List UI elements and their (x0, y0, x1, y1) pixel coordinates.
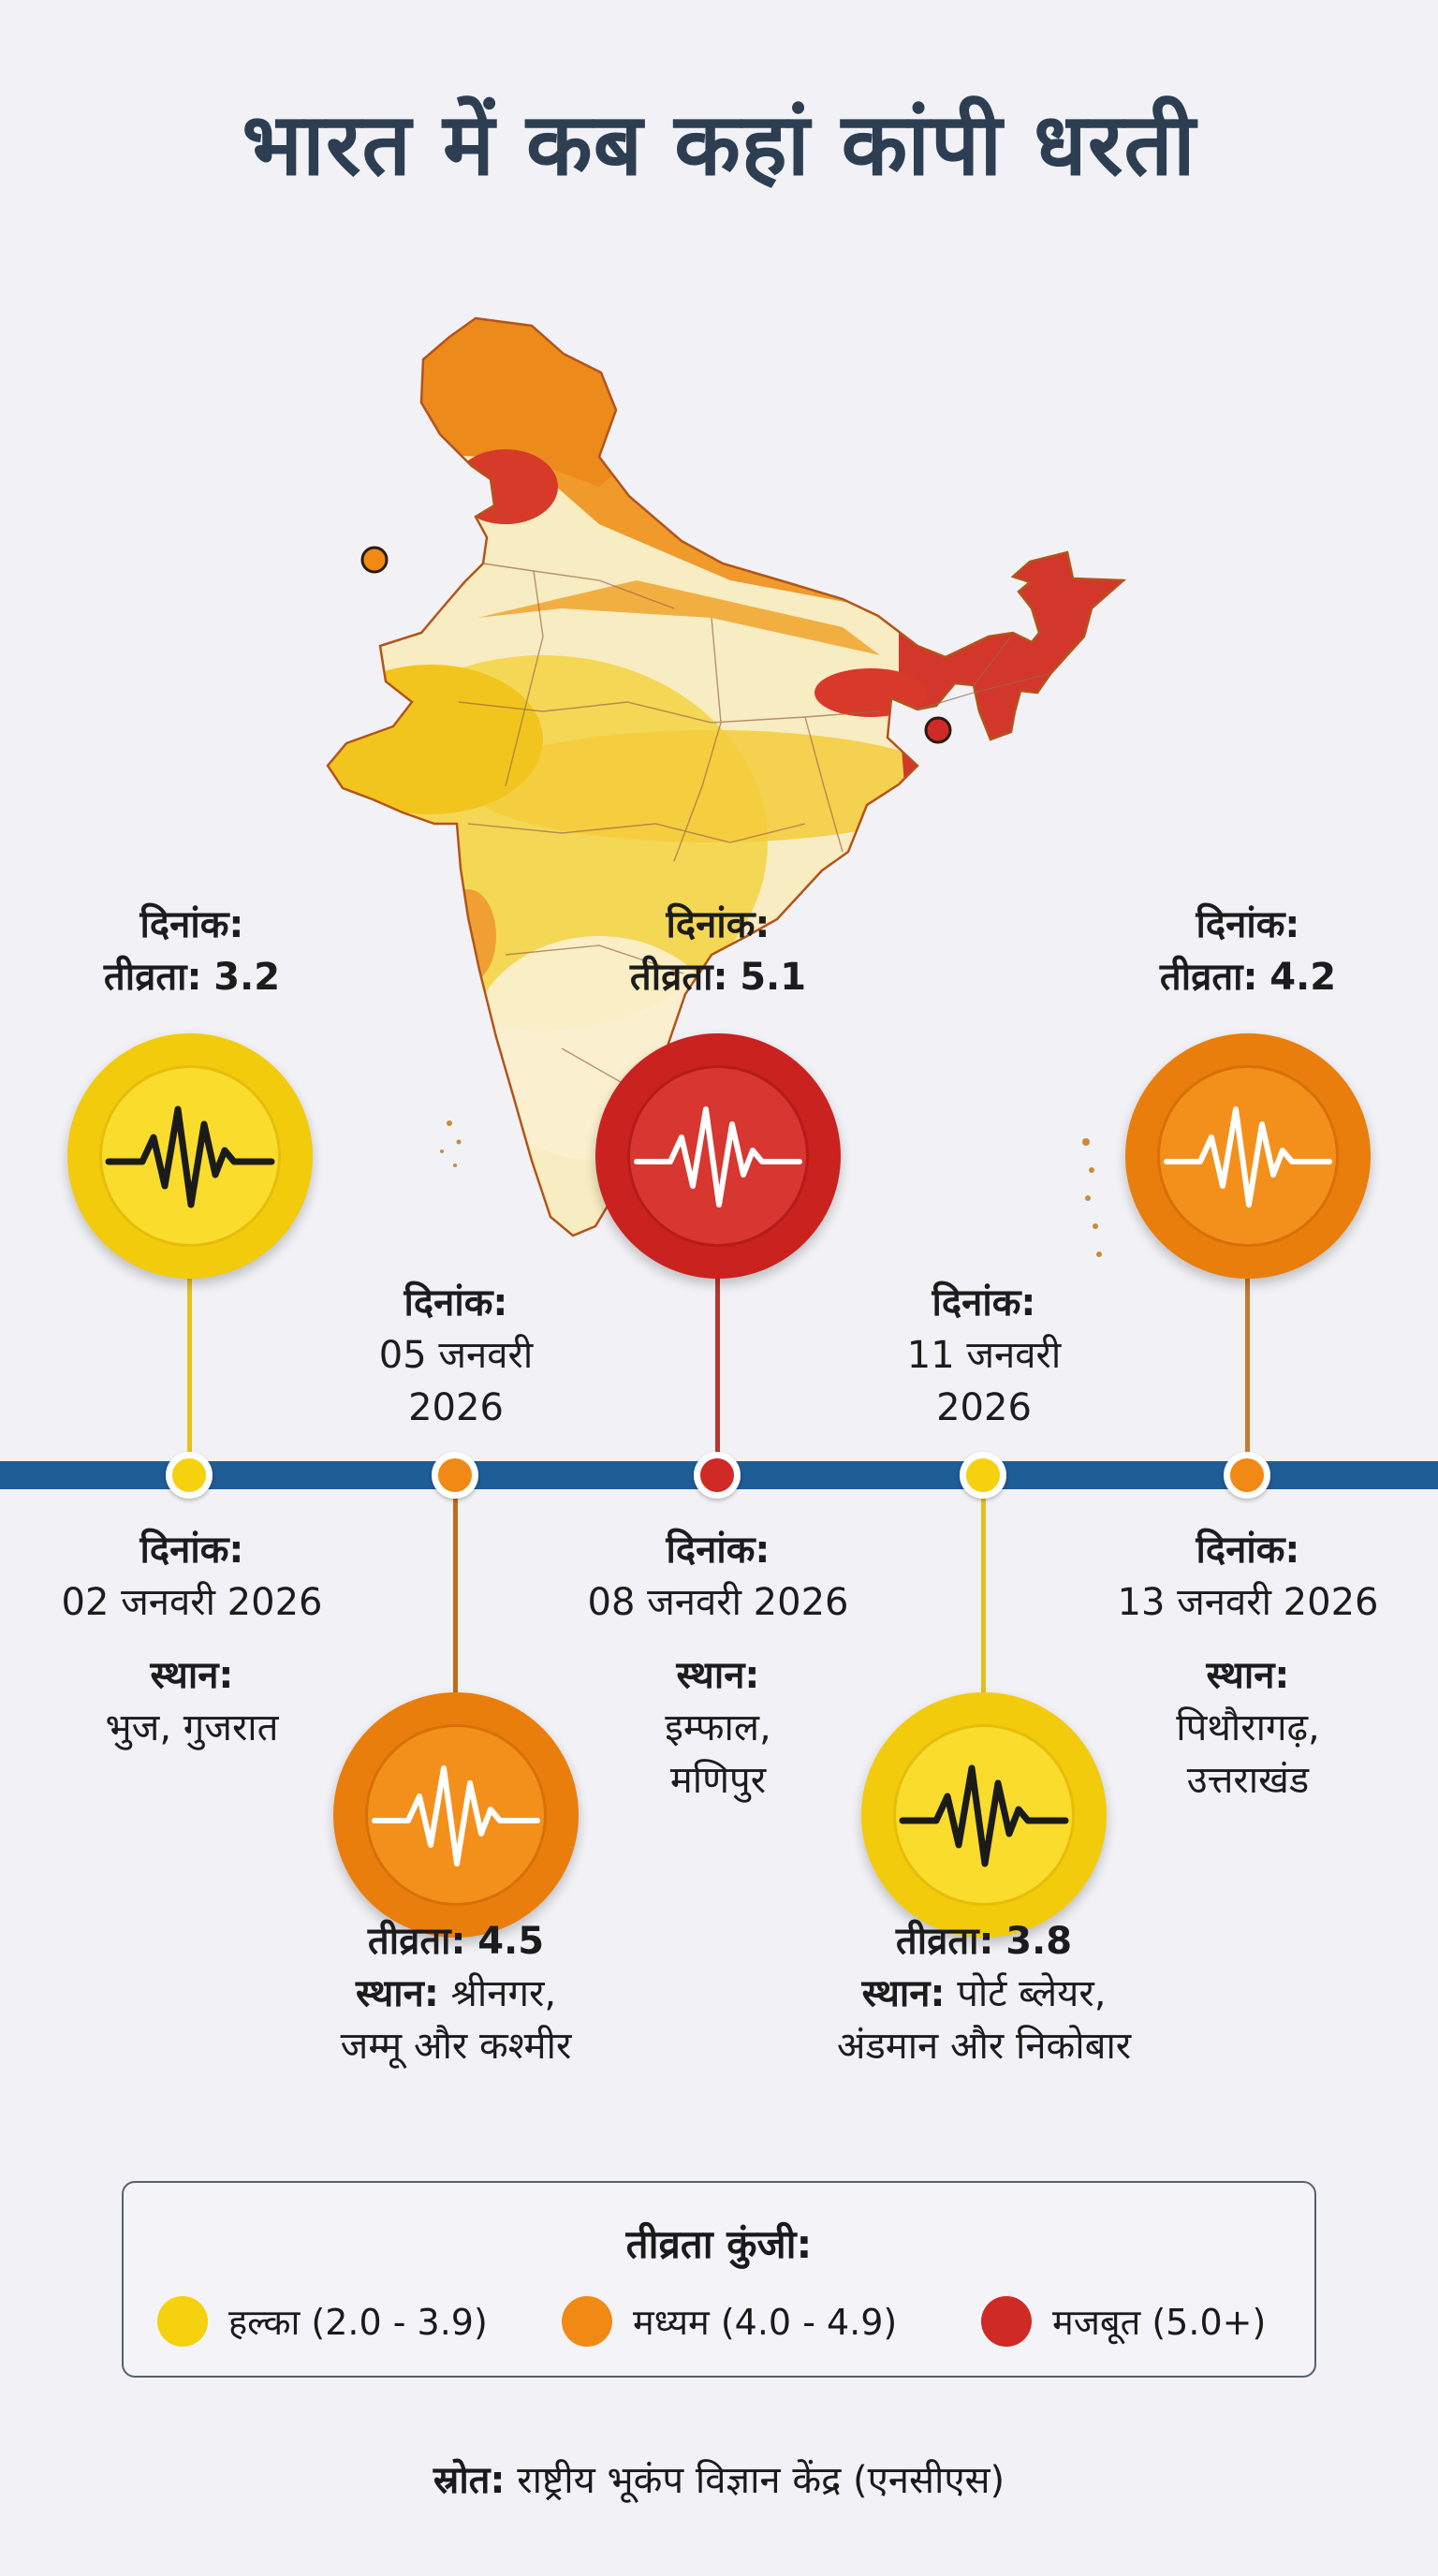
location-value: इम्फाल, (665, 1706, 771, 1749)
stem-event-2 (453, 1498, 458, 1694)
date-label: दिनांक: (666, 903, 770, 946)
legend-label-light: हल्का (2.0 - 3.9) (228, 2302, 488, 2343)
source-label: स्रोत: (433, 2459, 506, 2502)
legend-swatch-light (157, 2296, 208, 2347)
event-1-details: दिनांक: 02 जनवरी 2026 स्थान: भुज, गुजरात (9, 1524, 374, 1754)
magnitude-medal-event-4 (861, 1692, 1107, 1938)
legend-item-medium: मध्यम (4.0 - 4.9) (562, 2293, 897, 2349)
date-label: दिनांक: (666, 1529, 770, 1572)
stem-event-4 (981, 1498, 986, 1694)
seismograph-wave-icon (372, 1765, 540, 1866)
location-label: स्थान: (1206, 1654, 1290, 1697)
legend-swatch-medium (562, 2296, 612, 2347)
seismograph-wave-icon (634, 1106, 802, 1208)
magnitude-medal-event-5 (1125, 1033, 1371, 1279)
date-label: दिनांक: (1196, 903, 1300, 946)
date-value: 11 जनवरी (906, 1334, 1062, 1377)
stem-event-1 (187, 1273, 192, 1460)
stem-event-5 (1245, 1273, 1250, 1460)
event-4-details: तीव्रता: 3.8 स्थान: पोर्ट ब्लेयर, अंडमान… (783, 1915, 1185, 2072)
page-title: भारत में कब कहां कांपी धरती (242, 95, 1196, 195)
timeline-dot-event-5 (1224, 1452, 1270, 1499)
stem-event-3 (715, 1273, 720, 1460)
date-label: दिनांक: (1196, 1529, 1300, 1572)
date-value: 05 जनवरी (378, 1334, 534, 1377)
event-3-details: दिनांक: 08 जनवरी 2026 स्थान: इम्फाल, मणि… (536, 1524, 901, 1807)
event-2-details: तीव्रता: 4.5 स्थान: श्रीनगर, जम्मू और कश… (264, 1915, 648, 2072)
event-2-date-block: दिनांक: 05 जनवरी 2026 (283, 1277, 629, 1434)
date-label: दिनांक: (139, 1529, 244, 1572)
magnitude-value: 4.5 (477, 1920, 545, 1963)
timeline-dot-event-1 (166, 1452, 213, 1499)
magnitude-medal-event-3 (595, 1033, 841, 1279)
india-outline (326, 316, 1127, 1237)
legend-label-strong: मजबूत (5.0+) (1052, 2302, 1267, 2343)
location-value-2: उत्तराखंड (1186, 1759, 1310, 1802)
date-value: 13 जनवरी 2026 (1117, 1581, 1379, 1624)
magnitude-value: 5.1 (740, 956, 807, 999)
location-value: भुज, गुजरात (105, 1706, 279, 1749)
location-label: स्थान: (861, 1972, 946, 2015)
island-dots (440, 1120, 1102, 1257)
legend-item-light: हल्का (2.0 - 3.9) (157, 2293, 488, 2349)
event-1-header: दिनांक: तीव्रता: 3.2 (19, 899, 365, 1003)
magnitude-label: तीव्रता: (629, 956, 728, 999)
location-value-2: जम्मू और कश्मीर (340, 2025, 572, 2068)
state-borders (458, 563, 1049, 1087)
date-value: 02 जनवरी 2026 (61, 1581, 323, 1624)
legend-label-medium: मध्यम (4.0 - 4.9) (633, 2302, 898, 2343)
magnitude-label: तीव्रता: (1159, 956, 1258, 999)
location-value: पोर्ट ब्लेयर, (957, 1972, 1107, 2015)
magnitude-value: 4.2 (1269, 956, 1337, 999)
magnitude-label: तीव्रता: (895, 1920, 994, 1963)
india-seismic-map (326, 316, 1127, 1257)
legend-item-strong: मजबूत (5.0+) (981, 2293, 1266, 2349)
location-value: श्रीनगर, (450, 1972, 557, 2015)
legend-title: तीव्रता कुंजी: (625, 2221, 813, 2267)
date-value: 08 जनवरी 2026 (587, 1581, 849, 1624)
magnitude-label: तीव्रता: (103, 956, 202, 999)
event-5-details: दिनांक: 13 जनवरी 2026 स्थान: पिथौरागढ़, … (1065, 1524, 1431, 1807)
seismograph-wave-icon (105, 1105, 275, 1208)
date-label: दिनांक: (932, 1281, 1036, 1325)
magnitude-value: 3.2 (213, 956, 281, 999)
magnitude-medal-event-2 (333, 1692, 579, 1938)
location-value-2: मणिपुर (669, 1759, 767, 1802)
date-label: दिनांक: (139, 903, 244, 946)
timeline-dot-event-3 (694, 1452, 741, 1499)
location-label: स्थान: (150, 1654, 234, 1697)
seismograph-wave-icon (899, 1764, 1069, 1867)
epicenter-marker-strong (924, 716, 952, 744)
magnitude-value: 3.8 (1005, 1920, 1073, 1963)
event-5-header: दिनांक: तीव्रता: 4.2 (1075, 899, 1421, 1003)
event-3-header: दिनांक: तीव्रता: 5.1 (545, 899, 891, 1003)
date-label: दिनांक: (404, 1281, 508, 1325)
event-4-date-block: दिनांक: 11 जनवरी 2026 (811, 1277, 1157, 1434)
source-text: राष्ट्रीय भूकंप विज्ञान केंद्र (एनसीएस) (517, 2459, 1005, 2502)
date-value-year: 2026 (408, 1386, 504, 1429)
seismograph-wave-icon (1164, 1106, 1332, 1208)
timeline-dot-event-4 (960, 1452, 1006, 1499)
magnitude-label: तीव्रता: (367, 1920, 466, 1963)
location-label: स्थान: (676, 1654, 760, 1697)
location-value: पिथौरागढ़, (1176, 1706, 1320, 1749)
timeline-dot-event-2 (432, 1452, 478, 1499)
location-value-2: अंडमान और निकोबार (836, 2025, 1132, 2068)
epicenter-marker-medium (360, 546, 389, 574)
magnitude-medal-event-1 (67, 1033, 313, 1279)
location-label: स्थान: (355, 1972, 439, 2015)
legend-swatch-strong (981, 2296, 1032, 2347)
source-credit: स्रोत: राष्ट्रीय भूकंप विज्ञान केंद्र (ए… (0, 2452, 1438, 2504)
magnitude-legend: तीव्रता कुंजी: हल्का (2.0 - 3.9) मध्यम (… (122, 2181, 1316, 2378)
date-value-year: 2026 (936, 1386, 1032, 1429)
